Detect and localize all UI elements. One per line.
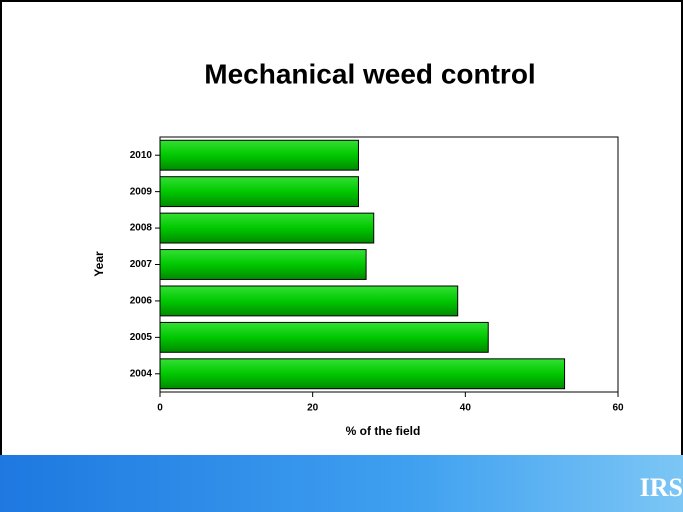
bar: [159, 321, 489, 353]
y-tick-label: 2006: [130, 296, 153, 307]
x-axis-label: % of the field: [346, 424, 421, 438]
y-tick-label: 2007: [130, 259, 153, 270]
y-tick-label: 2010: [130, 150, 153, 161]
y-tick-label: 2005: [130, 332, 153, 343]
x-tick-label: 60: [612, 403, 624, 414]
bar: [159, 285, 459, 317]
x-tick-label: 0: [157, 403, 163, 414]
bar: [159, 139, 359, 171]
chart-title: Mechanical weed control: [204, 58, 535, 89]
y-tick-label: 2009: [130, 186, 153, 197]
y-tick-label: 2004: [130, 368, 153, 379]
y-axis-label: Year: [92, 251, 106, 277]
x-tick-label: 20: [307, 403, 319, 414]
bar: [159, 212, 375, 244]
x-tick-label: 40: [460, 403, 472, 414]
bar: [159, 176, 359, 208]
footer-band: [0, 455, 683, 512]
bar: [159, 249, 367, 280]
bar: [159, 358, 566, 390]
y-tick-label: 2008: [130, 223, 153, 234]
logo: IRS: [640, 473, 683, 502]
